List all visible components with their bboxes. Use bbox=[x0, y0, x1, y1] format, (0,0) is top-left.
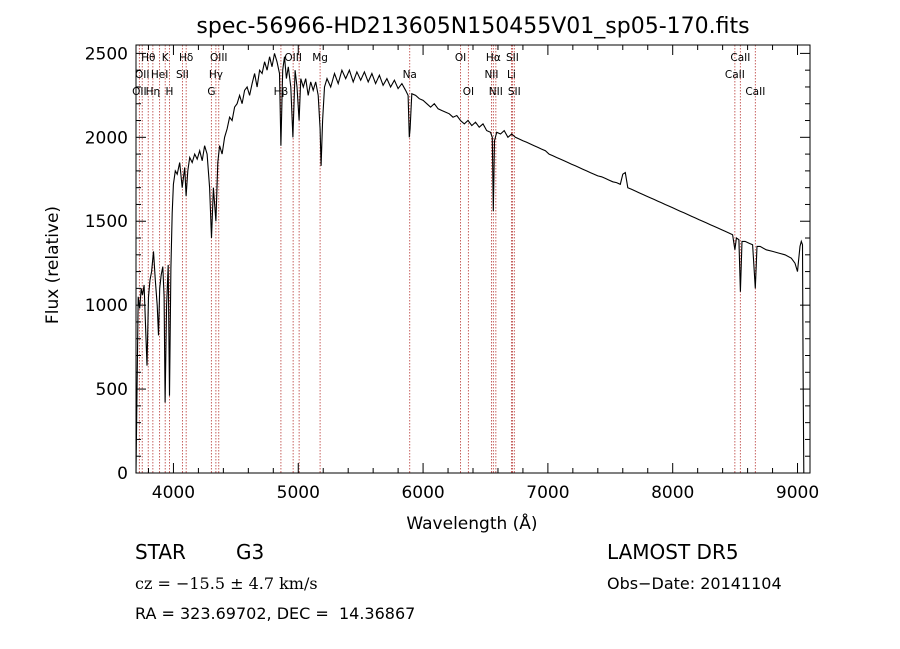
sky-coordinates: RA = 323.69702, DEC = 14.36867 bbox=[135, 604, 416, 623]
y-tick-label: 2000 bbox=[85, 128, 128, 148]
x-axis: 4000 5000 6000 7000 8000 9000 bbox=[147, 45, 819, 503]
y-tick-label: 500 bbox=[96, 380, 128, 400]
line-label: OII bbox=[135, 69, 149, 81]
line-label: G bbox=[207, 86, 215, 98]
survey-name: LAMOST DR5 bbox=[607, 540, 739, 564]
line-label: NII bbox=[484, 69, 498, 81]
spectral-subclass: G3 bbox=[236, 540, 265, 564]
line-label: Hα bbox=[486, 52, 501, 64]
line-label: Li bbox=[507, 69, 516, 81]
line-label: Na bbox=[403, 69, 417, 81]
line-label: H bbox=[165, 86, 173, 98]
line-label: K bbox=[162, 52, 170, 64]
line-label: SII bbox=[176, 69, 189, 81]
line-label: OIII bbox=[284, 52, 302, 64]
line-label: NII bbox=[489, 86, 503, 98]
line-label: SII bbox=[506, 52, 519, 64]
spectral-line-markers bbox=[138, 45, 756, 473]
line-label: OI bbox=[455, 52, 466, 64]
line-label: Hγ bbox=[209, 69, 223, 81]
spectrum-chart: spec-56966-HD213605N150455V01_sp05-170.f… bbox=[43, 14, 819, 534]
x-tick-label: 9000 bbox=[776, 483, 819, 503]
line-label: CaII bbox=[730, 52, 750, 64]
object-class: STAR bbox=[135, 540, 186, 564]
redshift-velocity: cz = −15.5 ± 4.7 km/s bbox=[135, 574, 318, 593]
line-label: Hβ bbox=[274, 86, 289, 98]
y-tick-label: 1000 bbox=[85, 296, 128, 316]
y-axis-label: Flux (relative) bbox=[43, 206, 63, 324]
line-label: Hη bbox=[146, 86, 161, 98]
x-tick-label: 6000 bbox=[401, 483, 444, 503]
line-label: OIII bbox=[210, 52, 228, 64]
x-tick-label: 7000 bbox=[526, 483, 569, 503]
line-label: OI bbox=[463, 86, 474, 98]
x-tick-label: 8000 bbox=[651, 483, 694, 503]
y-tick-label: 2500 bbox=[85, 44, 128, 64]
y-tick-label: 0 bbox=[117, 464, 128, 484]
line-label: SII bbox=[508, 86, 521, 98]
spectrum-line bbox=[135, 53, 805, 474]
line-label: HeI bbox=[151, 69, 168, 81]
x-axis-label: Wavelength (Å) bbox=[406, 512, 537, 534]
plot-frame bbox=[135, 44, 811, 474]
chart-title: spec-56966-HD213605N150455V01_sp05-170.f… bbox=[196, 14, 749, 39]
line-label: CaII bbox=[725, 69, 745, 81]
x-tick-label: 4000 bbox=[152, 483, 195, 503]
y-axis: 0 500 1000 1500 2000 2500 bbox=[85, 44, 810, 484]
line-label: OII bbox=[132, 86, 146, 98]
line-label: CaII bbox=[745, 86, 765, 98]
line-label: Hθ bbox=[141, 52, 155, 64]
x-tick-label: 5000 bbox=[277, 483, 320, 503]
line-label: Mg bbox=[312, 52, 328, 64]
y-tick-label: 1500 bbox=[85, 212, 128, 232]
observation-date: Obs−Date: 20141104 bbox=[607, 574, 782, 593]
line-label: Hδ bbox=[179, 52, 193, 64]
